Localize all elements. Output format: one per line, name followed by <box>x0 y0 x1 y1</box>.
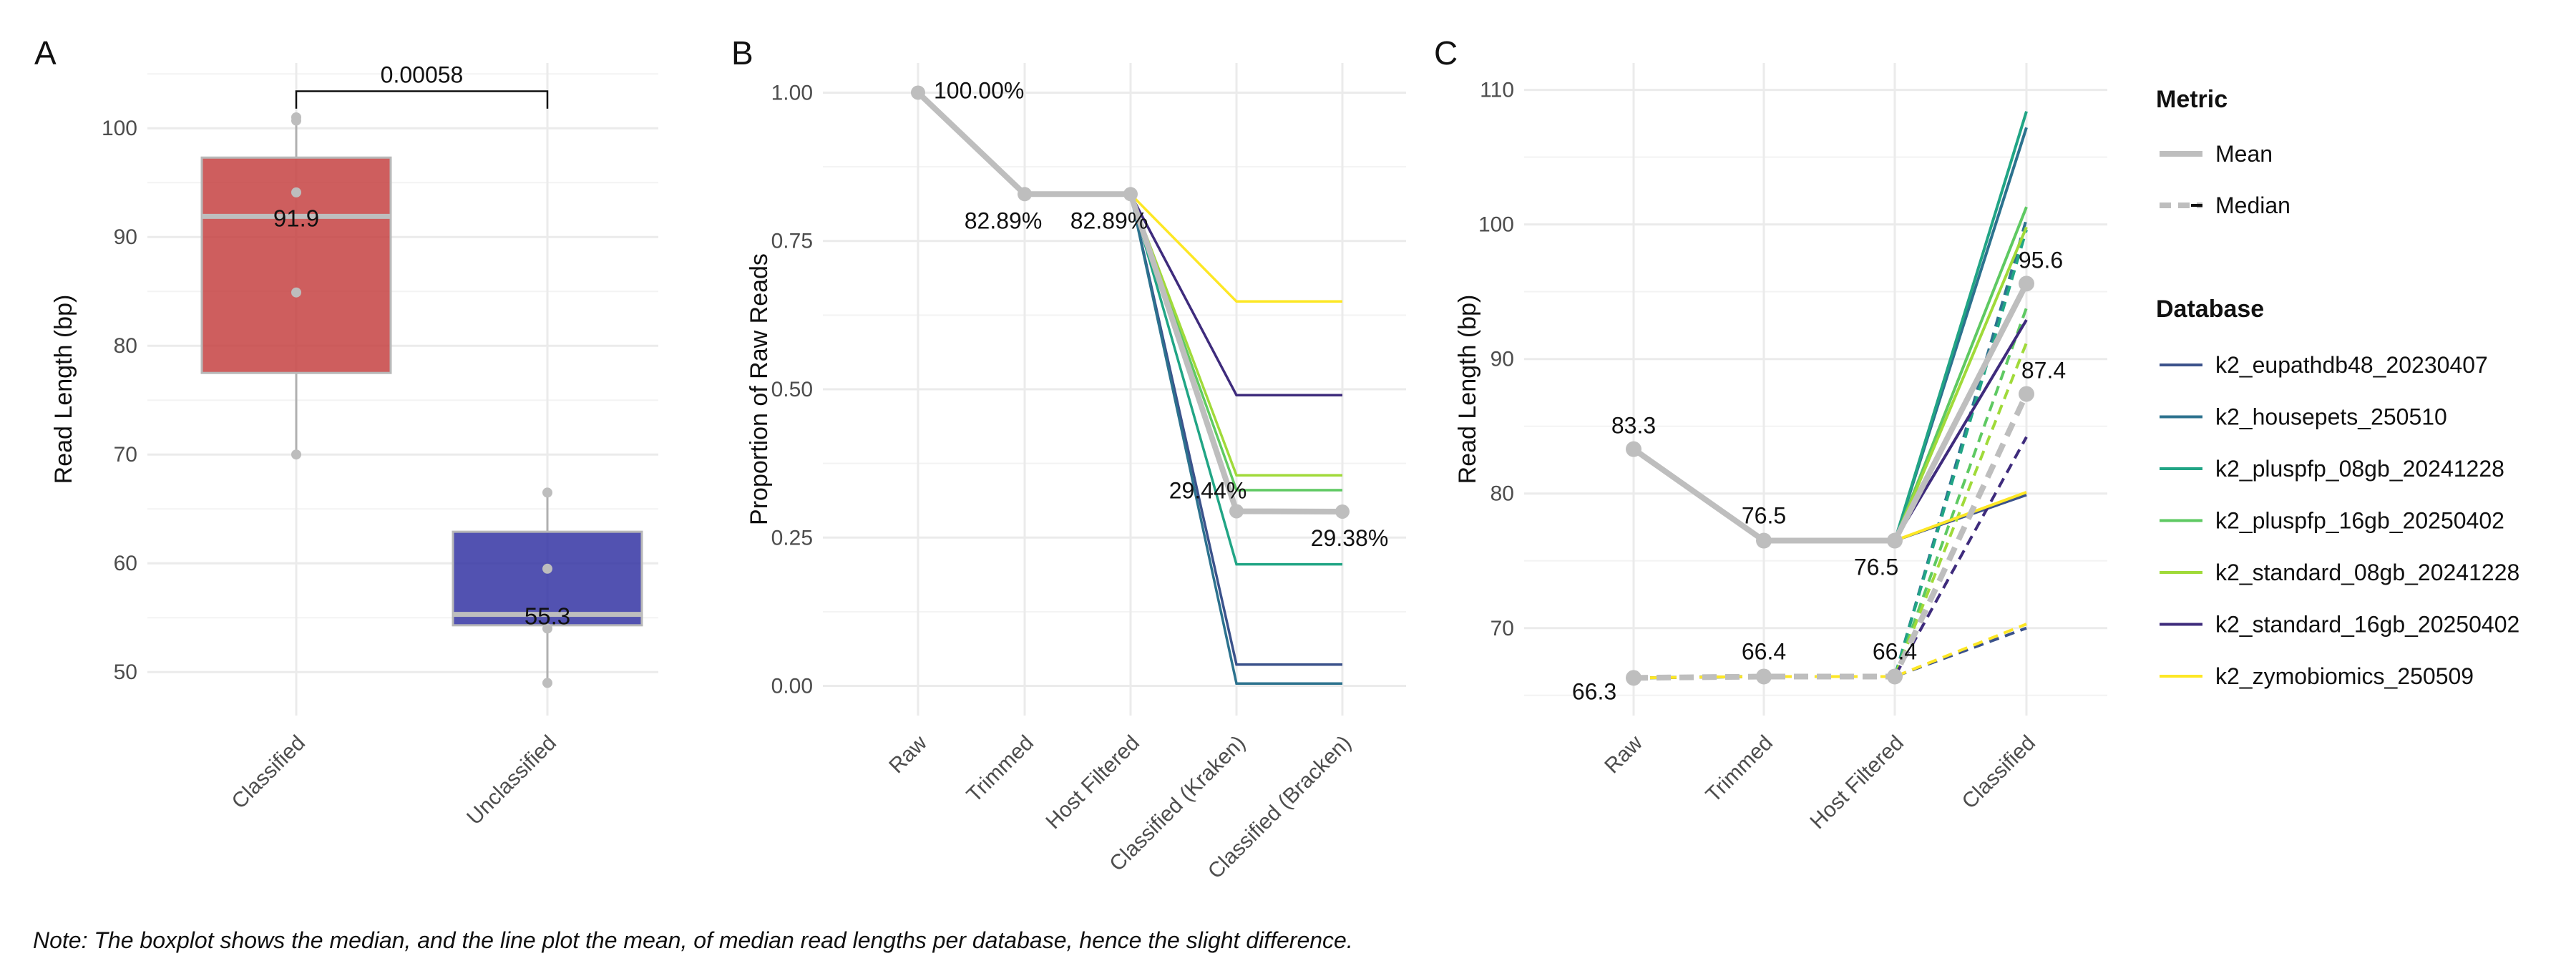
summary-median-point <box>1887 668 1903 685</box>
y-tick-label: 70 <box>1491 617 1514 640</box>
y-tick-label: 0.25 <box>771 526 813 550</box>
series-median-line <box>1633 626 2027 680</box>
x-tick-label: Trimmed <box>962 731 1038 807</box>
summary-median-label: 87.4 <box>2021 358 2066 384</box>
summary-point <box>1018 187 1032 202</box>
data-point <box>291 287 301 298</box>
series-median-line <box>1633 436 2028 680</box>
series-median-line <box>1633 229 2028 680</box>
series-mean-line <box>1632 448 2027 542</box>
summary-mean-label: 83.3 <box>1611 413 1656 439</box>
summary-mean-line <box>1631 282 2029 544</box>
y-tick-label: 110 <box>1480 79 1514 102</box>
series-median-line <box>1633 623 2027 680</box>
y-tick-label: 90 <box>1491 348 1514 371</box>
summary-point <box>1123 187 1138 202</box>
panel-a-boxplot: 50 60 70 80 90 100 Classified Unclassified Read … <box>50 62 658 830</box>
legend-metric-label: Median <box>2215 192 2290 218</box>
legend-database-label: k2_eupathdb48_20230407 <box>2215 352 2488 378</box>
summary-point <box>1335 504 1350 519</box>
y-tick-label: 80 <box>1491 482 1514 506</box>
series-mean-line <box>1632 448 2027 542</box>
summary-median-label: 66.4 <box>1742 638 1786 664</box>
significance-bracket <box>295 90 549 109</box>
summary-mean-point <box>2019 275 2034 292</box>
summary-label: 100.00% <box>934 77 1024 103</box>
y-tick-label: 0.50 <box>771 378 813 401</box>
box <box>452 530 643 627</box>
summary-median-point <box>1756 668 1772 685</box>
legend-database-label: k2_pluspfp_08gb_20241228 <box>2215 456 2504 482</box>
summary-label: 82.89% <box>965 208 1043 233</box>
y-tick-label: 1.00 <box>771 81 813 104</box>
summary-label: 29.44% <box>1169 477 1247 503</box>
y-axis-title: Read Length (bp) <box>1454 295 1481 484</box>
legend-database-label: k2_pluspfp_16gb_20250402 <box>2215 508 2504 534</box>
summary-mean-label: 95.6 <box>2019 247 2063 273</box>
series-mean-line <box>1632 127 2028 542</box>
data-point <box>542 623 552 634</box>
y-axis-title: Proportion of Raw Reads <box>746 253 773 525</box>
legend-database-label: k2_housepets_250510 <box>2215 404 2447 430</box>
y-tick-label: 100 <box>102 117 137 140</box>
y-tick-label: 70 <box>114 443 137 467</box>
panel-letter-a: A <box>34 34 57 72</box>
y-tick-label: 80 <box>114 334 137 358</box>
y-tick-label: 50 <box>114 660 137 684</box>
x-tick-label: Raw <box>884 731 932 778</box>
x-tick-label: Raw <box>1600 731 1647 778</box>
y-tick-label: 0.75 <box>771 230 813 253</box>
median-label: 91.9 <box>273 205 319 231</box>
panel-b-lineplot: 0.00 0.25 0.50 0.75 1.00 Raw Trimmed Host Filte… <box>746 63 1406 884</box>
summary-mean-point <box>1756 532 1772 549</box>
summary-mean-label: 76.5 <box>1854 555 1898 580</box>
y-tick-label: 100 <box>1478 213 1514 237</box>
y-tick-label: 90 <box>114 225 137 249</box>
p-value-label: 0.00058 <box>381 62 464 88</box>
summary-median-line <box>1633 392 2029 681</box>
x-tick-label: Host Filtered <box>1805 731 1908 834</box>
data-point <box>542 678 552 688</box>
data-point <box>542 487 552 498</box>
data-point <box>542 563 552 574</box>
footnote: Note: The boxplot shows the median, and … <box>33 927 1353 953</box>
median-label: 55.3 <box>525 603 570 630</box>
data-point <box>291 449 301 460</box>
summary-label: 82.89% <box>1070 208 1148 233</box>
panel-letter-b: B <box>731 34 753 72</box>
data-point <box>291 187 301 197</box>
summary-mean-label: 76.5 <box>1742 503 1786 529</box>
summary-median-point <box>2019 386 2034 402</box>
summary-median-label: 66.4 <box>1873 638 1917 664</box>
x-tick-label: Classified <box>1958 731 2040 814</box>
summary-point <box>911 85 925 100</box>
x-tick-label: Trimmed <box>1702 731 1777 807</box>
panel-c-lineplot: 70 80 90 100 110 Raw Trimmed Host Filtered Class… <box>1454 63 2107 834</box>
summary-point <box>1229 504 1244 519</box>
series-median-line <box>1633 218 2028 680</box>
legend: Metric Mean Median Database k2_eupathdb48_20… <box>2156 86 2519 689</box>
y-axis-title: Read Length (bp) <box>50 295 77 484</box>
legend-metric-title: Metric <box>2156 86 2228 113</box>
y-tick-label: 0.00 <box>771 675 813 698</box>
summary-label: 29.38% <box>1311 525 1389 551</box>
x-tick-label: Host Filtered <box>1041 731 1144 834</box>
data-point <box>291 112 301 122</box>
legend-database-title: Database <box>2156 296 2264 323</box>
legend-database-label: k2_zymobiomics_250509 <box>2215 663 2474 689</box>
legend-database-label: k2_standard_08gb_20241228 <box>2215 560 2519 585</box>
summary-mean-point <box>1887 532 1903 549</box>
y-tick-label: 60 <box>114 552 137 575</box>
x-tick-label: Unclassified <box>462 731 561 830</box>
summary-median-point <box>1626 670 1641 686</box>
summary-median-label: 66.3 <box>1572 678 1616 704</box>
panel-letter-c: C <box>1434 34 1458 72</box>
x-tick-label: Classified <box>228 731 310 814</box>
legend-database-label: k2_standard_16gb_20250402 <box>2215 612 2519 638</box>
legend-metric-label: Mean <box>2215 141 2273 167</box>
series-mean-line <box>1632 111 2028 542</box>
summary-mean-point <box>1626 441 1641 457</box>
